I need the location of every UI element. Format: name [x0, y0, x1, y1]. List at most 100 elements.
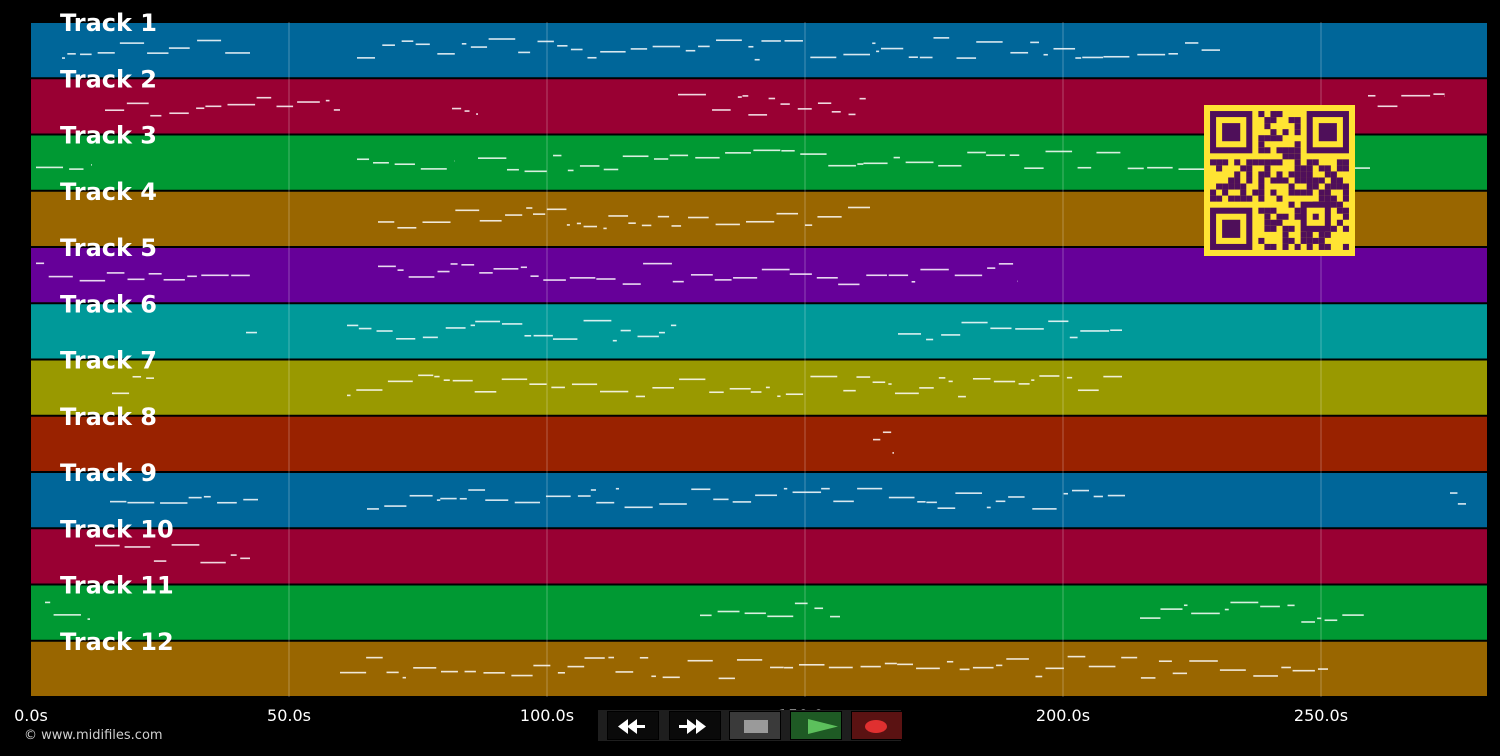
midi-note: [725, 152, 751, 154]
midi-note: [147, 52, 169, 54]
midi-note: [880, 47, 904, 50]
midi-note: [653, 158, 669, 160]
midi-note: [998, 263, 1014, 265]
midi-note: [1030, 41, 1040, 44]
midi-note: [1158, 660, 1172, 663]
midi-note: [938, 377, 946, 379]
midi-note: [669, 154, 689, 157]
midi-note: [652, 45, 681, 48]
midi-note: [1127, 167, 1144, 170]
midi-note: [150, 114, 162, 117]
midi-note: [367, 508, 379, 510]
midi-note: [188, 496, 202, 499]
rewind-icon: [618, 719, 645, 734]
midi-note: [485, 499, 509, 501]
midi-note: [596, 501, 615, 504]
midi-note: [799, 663, 825, 666]
time-tick-label: 200.0s: [1036, 706, 1090, 725]
midi-note: [754, 58, 760, 61]
midi-note: [201, 274, 229, 277]
midi-note: [615, 487, 620, 490]
midi-note: [205, 105, 222, 108]
midi-note: [672, 280, 684, 283]
midi-note: [434, 375, 440, 378]
midi-note: [596, 278, 616, 280]
midi-note: [533, 334, 553, 337]
midi-note: [537, 40, 554, 43]
midi-note: [464, 670, 476, 673]
stop-button[interactable]: [729, 711, 781, 740]
midi-note: [95, 544, 120, 547]
midi-note: [530, 275, 539, 277]
midi-note: [1039, 375, 1060, 377]
midi-note: [478, 157, 507, 159]
midi-note: [1024, 167, 1044, 169]
midi-note: [856, 376, 871, 378]
midi-note: [171, 544, 200, 546]
midi-note: [685, 49, 696, 52]
midi-note: [347, 394, 351, 397]
midi-note: [996, 664, 1003, 667]
midi-note: [603, 168, 619, 171]
midi-note: [396, 338, 416, 340]
midi-note: [340, 671, 367, 674]
midi-note: [1140, 677, 1156, 679]
time-tick-label: 50.0s: [267, 706, 311, 725]
midi-note: [737, 96, 742, 98]
midi-note: [893, 156, 900, 159]
midi-note: [608, 215, 629, 217]
midi-note: [1063, 492, 1068, 495]
midi-note: [1096, 151, 1121, 154]
midi-note: [246, 331, 257, 334]
midi-note: [993, 380, 1016, 383]
midi-note: [79, 279, 106, 282]
midi-note: [217, 501, 237, 504]
midi-note: [894, 392, 919, 395]
midi-note: [670, 324, 677, 327]
midi-note: [919, 56, 933, 59]
midi-note: [459, 497, 467, 500]
midi-note: [584, 657, 605, 659]
midi-note: [770, 666, 784, 669]
midi-note: [69, 168, 84, 170]
midi-note: [325, 99, 330, 102]
track-label: Track 3: [60, 122, 157, 150]
midi-note: [860, 665, 881, 668]
midi-note: [1035, 675, 1043, 678]
midi-note: [954, 274, 983, 277]
midi-note: [781, 149, 795, 152]
midi-note: [526, 207, 533, 209]
midi-note: [1075, 57, 1082, 59]
midi-note: [976, 41, 1003, 43]
midi-note: [972, 377, 991, 380]
midi-note: [127, 501, 155, 504]
midi-note: [529, 383, 547, 385]
midi-note: [1172, 672, 1188, 675]
midi-note: [848, 113, 856, 116]
midi-note: [1045, 150, 1073, 153]
time-tick-label: 250.0s: [1294, 706, 1348, 725]
midi-note: [622, 283, 641, 285]
track-lane: [31, 248, 1487, 303]
midi-note: [843, 53, 870, 56]
midi-note: [1253, 675, 1278, 677]
midi-note: [67, 53, 76, 55]
midi-note: [917, 501, 926, 503]
record-button[interactable]: [851, 711, 903, 740]
midi-note: [80, 53, 92, 56]
midi-note: [376, 330, 393, 332]
midi-note: [583, 319, 612, 322]
midi-note: [420, 168, 447, 170]
midi-note: [1457, 503, 1466, 505]
midi-note: [828, 666, 853, 669]
midi-note: [1450, 492, 1458, 494]
fast-forward-button[interactable]: [669, 711, 721, 740]
play-button[interactable]: [790, 711, 842, 740]
midi-note: [986, 154, 1006, 157]
midi-note: [990, 327, 1012, 330]
midi-note: [505, 214, 523, 216]
rewind-button[interactable]: [607, 711, 659, 740]
track-lane: [31, 641, 1487, 696]
midi-note: [105, 109, 125, 112]
midi-note: [1184, 42, 1199, 44]
